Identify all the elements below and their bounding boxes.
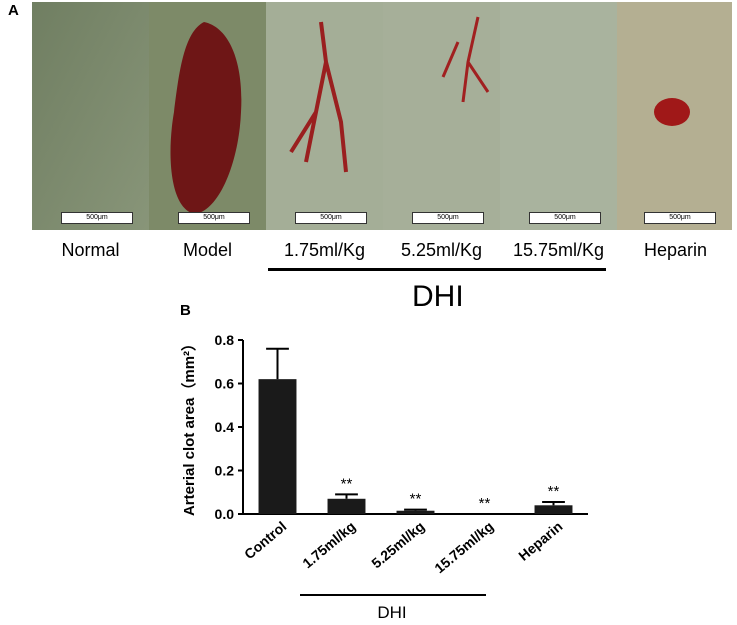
bar-chart: B Arterial clot area（mm²） 0.0 0.2 0.4 0.6 0.… [180,302,588,622]
scale-bar: 500μm [61,212,133,224]
dhi-group-label-b: DHI [377,603,406,622]
x-tick-label: 5.25ml/kg [368,518,427,571]
bar [258,379,297,514]
dhi-group-line-a [268,268,606,271]
y-tick-label: 0.2 [215,463,235,479]
photo-label-model: Model [182,240,233,260]
x-tick-label: 15.75ml/kg [431,518,496,576]
y-tick-label: 0.8 [215,332,235,348]
photo-strip: 500μm 500μm 500μm 500μm 500μm 500μm [32,2,732,230]
photo-label-heparin: Heparin [643,240,708,260]
scale-bar: 500μm [295,212,367,224]
photo-label-dose-3: 15.75ml/Kg [512,240,605,260]
bar [396,510,435,514]
scale-bar: 500μm [529,212,601,224]
scale-bar: 500μm [178,212,250,224]
photo-label-normal: Normal [61,240,120,260]
y-tick-label: 0.6 [215,376,235,392]
significance-label: ** [479,495,491,512]
x-tick-label: Heparin [515,518,565,564]
scale-bar: 500μm [644,212,716,224]
panel-b-letter: B [180,302,191,319]
panel-a-letter: A [8,2,19,19]
significance-label: ** [341,475,353,492]
y-tick-label: 0.0 [215,506,235,522]
significance-label: ** [410,491,422,508]
bar [534,505,573,514]
photo-normal: 500μm [32,2,149,230]
dhi-group-label-a: DHI [412,280,464,313]
bar [327,498,366,514]
photo-label-dose-2: 5.25ml/Kg [400,240,483,260]
photo-label-dose-1: 1.75ml/Kg [283,240,366,260]
photo-model: 500μm [149,2,266,230]
photo-dose-1: 500μm [266,2,383,230]
y-tick-label: 0.4 [215,419,235,435]
photo-dose-2: 500μm [383,2,500,230]
photo-heparin: 500μm [617,2,732,230]
significance-label: ** [548,483,560,500]
y-axis-title: Arterial clot area（mm²） [180,336,198,516]
scale-bar: 500μm [412,212,484,224]
x-tick-label: 1.75ml/kg [299,518,358,571]
x-tick-label: Control [241,518,289,562]
photo-dose-3: 500μm [500,2,617,230]
